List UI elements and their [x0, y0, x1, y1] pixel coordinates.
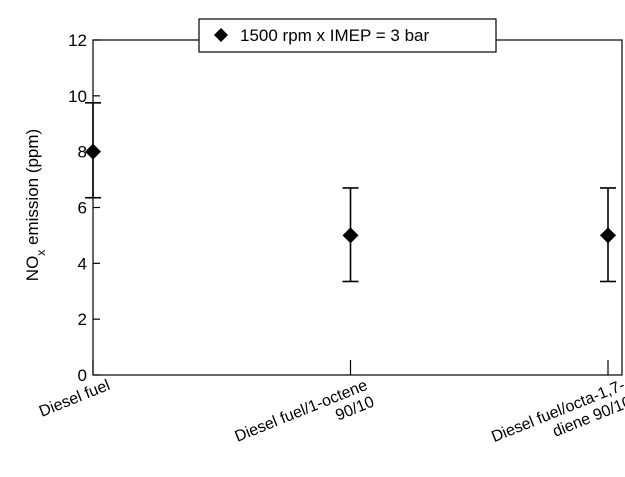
y-tick-label: 12: [68, 31, 87, 50]
legend-label: 1500 rpm x IMEP = 3 bar: [240, 26, 429, 45]
y-axis-title-main: NO: [23, 256, 42, 282]
legend: 1500 rpm x IMEP = 3 bar: [198, 18, 497, 53]
y-tick-label: 0: [78, 366, 87, 385]
y-tick-label: 2: [78, 310, 87, 329]
legend-box: [198, 18, 497, 53]
data-point-diamond: [85, 143, 101, 160]
legend-marker-diamond: [214, 28, 228, 42]
x-category-label-line: Diesel fuel: [37, 377, 113, 421]
data-point-diamond: [342, 227, 359, 244]
data-marks: [85, 102, 616, 283]
y-tick-label: 4: [78, 254, 87, 273]
y-tick-label: 10: [68, 87, 87, 106]
plot-frame: [92, 39, 623, 376]
plot-border: [92, 39, 623, 376]
x-axis-category-labels: Diesel fuel Diesel fuel/1-octene90/10 Dies…: [37, 377, 625, 463]
x-axis-ticks: [92, 360, 609, 375]
x-category-label: Diesel fuel/octa-1,7-diene 90/10: [489, 377, 625, 463]
y-tick-label: 8: [78, 143, 87, 162]
y-axis-title-subscript: x: [34, 250, 48, 256]
x-category-label: Diesel fuel/1-octene90/10: [233, 377, 377, 462]
data-point-diamond: [600, 227, 616, 244]
y-axis-ticks: 0 2 4 6 8 10 12: [68, 31, 100, 385]
y-axis-title: NOx emission (ppm): [23, 129, 48, 281]
y-axis-title-rest: emission (ppm): [23, 129, 42, 250]
y-tick-label: 6: [78, 199, 87, 218]
x-category-label: Diesel fuel: [37, 377, 113, 421]
